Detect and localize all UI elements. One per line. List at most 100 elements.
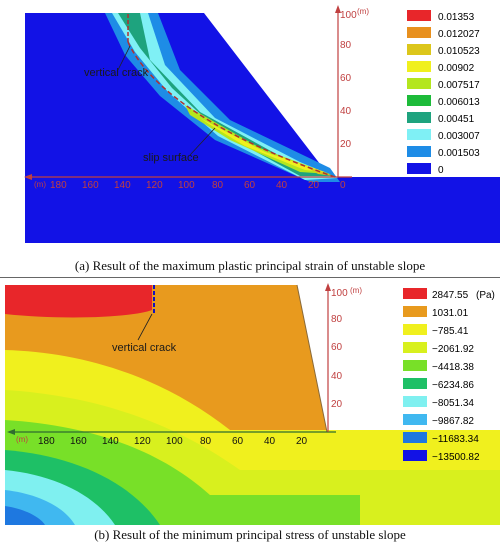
legend-value: −8051.34 — [432, 398, 474, 409]
y-tick-labels-a: 100 80 60 40 20 — [340, 10, 357, 150]
x-tick-label: 120 — [134, 436, 151, 447]
vertical-crack-label-a: vertical crack — [84, 67, 149, 79]
x-axis-arrow-a — [24, 174, 32, 180]
vertical-crack-pointer-b — [137, 313, 153, 341]
legend-b: 2847.55 (Pa) 1031.01 −785.41 −2061.92 −4… — [403, 288, 495, 463]
legend-value: −9867.82 — [432, 416, 474, 427]
legend-swatch — [403, 414, 427, 425]
legend-value: −6234.86 — [432, 380, 474, 391]
legend-swatch — [407, 27, 431, 38]
y-tick-label: 60 — [331, 342, 343, 353]
figure-a-plastic-strain: vertical crack slip surface (m) 180 160 … — [0, 0, 500, 255]
x-tick-label: 180 — [50, 180, 67, 191]
y-tick-label: 80 — [340, 40, 352, 51]
x-tick-label: 60 — [232, 436, 244, 447]
caption-b: (b) Result of the minimum principal stre… — [0, 527, 500, 543]
legend-swatch — [407, 61, 431, 72]
legend-swatch — [407, 78, 431, 89]
x-tick-label: 0 — [340, 180, 346, 191]
x-tick-label: 160 — [70, 436, 87, 447]
legend-value: 0 — [438, 165, 444, 176]
y-axis-arrow-a — [335, 5, 341, 13]
y-axis-unit-a: (m) — [357, 7, 369, 16]
x-tick-label: 140 — [102, 436, 119, 447]
vertical-crack-label-b: vertical crack — [112, 342, 177, 354]
y-tick-label: 20 — [340, 139, 352, 150]
stress-band-blue — [5, 506, 45, 525]
x-tick-label: 80 — [200, 436, 212, 447]
legend-swatch — [407, 163, 431, 174]
vertical-crack-pointer-a — [117, 45, 131, 71]
stress-unit-label: (Pa) — [476, 290, 495, 301]
figure-b-min-principal-stress: vertical crack (m) 180 160 140 120 100 8… — [0, 280, 500, 525]
caption-a-text: Result of the maximum plastic principal … — [92, 258, 426, 273]
y-axis-unit-b: (m) — [350, 286, 362, 295]
y-tick-label: 40 — [340, 106, 352, 117]
legend-swatch — [403, 342, 427, 353]
legend-value: −11683.34 — [432, 434, 479, 445]
x-tick-label: 40 — [264, 436, 276, 447]
legend-a: 0.01353 0.012027 0.010523 0.00902 0.0075… — [407, 10, 480, 176]
legend-value: 0.012027 — [438, 29, 480, 40]
x-tick-label: 140 — [114, 180, 131, 191]
legend-swatch — [407, 44, 431, 55]
slip-surface-pointer — [189, 127, 216, 156]
legend-value: −785.41 — [432, 326, 469, 337]
legend-swatch — [403, 396, 427, 407]
legend-value: 0.007517 — [438, 80, 480, 91]
x-tick-label: 80 — [212, 180, 224, 191]
x-tick-label: 160 — [82, 180, 99, 191]
legend-value: 2847.55 — [432, 290, 469, 301]
legend-swatch — [407, 10, 431, 21]
legend-swatch — [403, 360, 427, 371]
y-tick-label: 60 — [340, 73, 352, 84]
caption-b-prefix: (b) — [94, 527, 110, 542]
x-tick-label: 20 — [308, 180, 320, 191]
strain-band-teal — [118, 13, 334, 176]
legend-value: 0.001503 — [438, 148, 480, 159]
legend-swatch — [407, 129, 431, 140]
legend-swatch — [407, 146, 431, 157]
slip-surface-label: slip surface — [143, 152, 199, 164]
legend-swatch — [403, 450, 427, 461]
y-tick-label: 20 — [331, 399, 343, 410]
legend-swatch — [403, 324, 427, 335]
slope-face-line — [296, 284, 328, 433]
x-axis-arrow-b — [7, 429, 15, 435]
legend-value: 0.01353 — [438, 12, 475, 23]
slip-surface-line — [127, 41, 339, 179]
legend-swatch — [403, 432, 427, 443]
legend-value: 0.006013 — [438, 97, 480, 108]
y-axis-arrow-b — [325, 283, 331, 291]
legend-swatch — [403, 288, 427, 299]
figure-separator — [0, 277, 500, 278]
stress-band-tension — [5, 285, 152, 318]
legend-swatch — [403, 306, 427, 317]
x-axis-unit-a: (m) — [34, 180, 46, 189]
caption-a: (a) Result of the maximum plastic princi… — [0, 258, 500, 274]
x-tick-labels-b: 180 160 140 120 100 80 60 40 20 — [38, 436, 308, 447]
y-tick-label: 80 — [331, 314, 343, 325]
y-tick-labels-b: 100 80 60 40 20 — [331, 288, 348, 410]
x-tick-label: 40 — [276, 180, 288, 191]
legend-value: −13500.82 — [432, 452, 480, 463]
x-tick-label: 100 — [178, 180, 195, 191]
legend-swatch — [403, 378, 427, 389]
legend-value: 0.00451 — [438, 114, 475, 125]
x-tick-label: 60 — [244, 180, 256, 191]
y-tick-label: 100 — [331, 288, 348, 299]
legend-swatch — [407, 112, 431, 123]
x-tick-label: 180 — [38, 436, 55, 447]
x-tick-label: 20 — [296, 436, 308, 447]
legend-value: 0.003007 — [438, 131, 480, 142]
x-axis-unit-b: (m) — [16, 435, 28, 444]
strain-band-outer — [105, 13, 340, 182]
x-tick-labels-a: 180 160 140 120 100 80 60 40 20 0 — [50, 180, 346, 191]
legend-value: 1031.01 — [432, 308, 469, 319]
legend-value: −2061.92 — [432, 344, 474, 355]
caption-b-text: Result of the minimum principal stress o… — [112, 527, 406, 542]
y-tick-label: 40 — [331, 371, 343, 382]
legend-value: −4418.38 — [432, 362, 474, 373]
legend-swatch — [407, 95, 431, 106]
x-tick-label: 100 — [166, 436, 183, 447]
